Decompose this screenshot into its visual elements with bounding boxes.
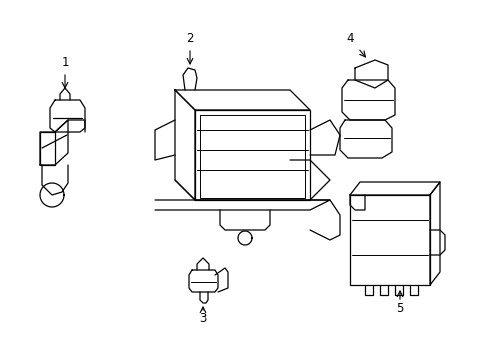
Text: 2: 2: [186, 31, 193, 45]
Text: 1: 1: [61, 55, 69, 68]
Text: 3: 3: [199, 311, 206, 324]
Text: 5: 5: [395, 301, 403, 315]
Text: 4: 4: [346, 31, 353, 45]
